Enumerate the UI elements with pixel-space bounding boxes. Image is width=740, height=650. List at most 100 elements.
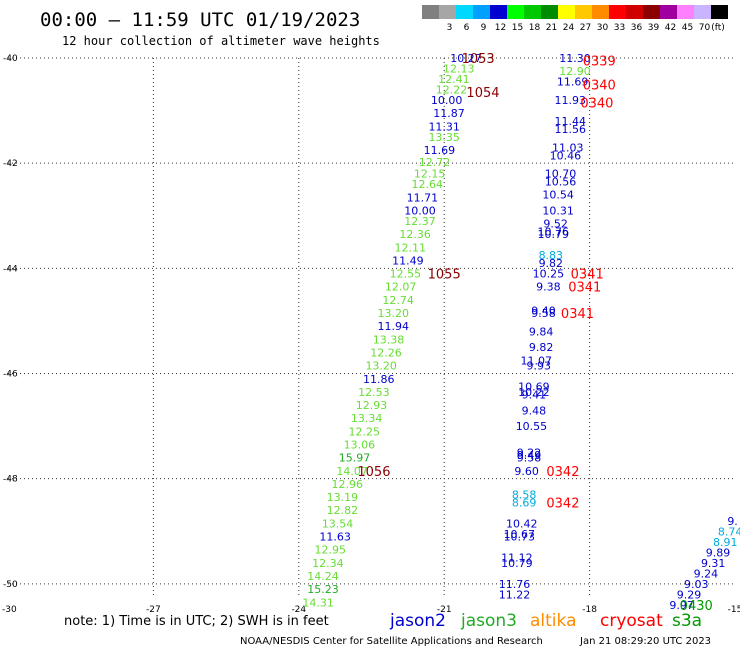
- wave-height-value: 12.25: [348, 425, 380, 438]
- wave-height-value: 11.69: [424, 144, 456, 157]
- pass-time-label: 0339: [583, 55, 616, 70]
- wave-height-value: 9.38: [536, 281, 561, 294]
- wave-height-value: 12.96: [332, 478, 364, 491]
- wave-height-value: 10.76: [538, 226, 570, 239]
- legend-swatch: [575, 5, 592, 19]
- legend-swatch: [490, 5, 507, 19]
- legend-bin-label: 27: [580, 23, 591, 33]
- legend-swatch: [473, 5, 490, 19]
- pass-time-label: 0341: [568, 281, 601, 296]
- pass-time-label: 0340: [583, 78, 616, 93]
- credit-text: NOAA/NESDIS Center for Satellite Applica…: [240, 636, 543, 647]
- legend-unit-label: (ft): [711, 23, 725, 33]
- legend-bin-label: 45: [682, 23, 693, 33]
- longitude-tick-labels: -27 -24 -21 -18 -15 -30: [2, 605, 740, 615]
- wave-height-value: 9.58: [517, 452, 542, 465]
- generated-timestamp: Jan 21 08:29:20 UTC 2023: [579, 636, 711, 647]
- pass-time-label: 1054: [466, 86, 499, 101]
- legend-bin-label: 6: [464, 23, 470, 33]
- wave-height-value: 11.76: [499, 578, 531, 591]
- wave-height-value: 11.63: [319, 531, 351, 544]
- wave-height-value: 12.53: [358, 386, 390, 399]
- pass-time-label: 0342: [546, 465, 579, 480]
- lat-tick-label: -46: [3, 370, 18, 380]
- legend-bin-label: 39: [648, 23, 660, 33]
- wave-height-value: 14.31: [302, 596, 334, 609]
- legend-bin-label: 30: [597, 23, 609, 33]
- wave-height-value: 10.25: [533, 268, 565, 281]
- wave-height-value: 10.67: [504, 528, 536, 541]
- wave-height-value: 12.90: [559, 65, 591, 78]
- wave-height-value: 8.69: [512, 496, 537, 509]
- legend-swatch: [524, 5, 541, 19]
- wave-height-value: 13.54: [322, 517, 354, 530]
- legend-swatch: [694, 5, 711, 19]
- wave-height-value: 10.00: [431, 94, 463, 107]
- wave-height-value: 11.86: [363, 373, 395, 386]
- lon-tick-label: -18: [582, 605, 597, 615]
- lon-tick-label: -24: [291, 605, 306, 615]
- wave-height-value: 9.22: [517, 446, 542, 459]
- wave-height-value: 15.97: [339, 452, 371, 465]
- wave-height-value: 10.79: [501, 557, 533, 570]
- lon-tick-label: -21: [437, 605, 452, 615]
- wave-height-value: 9.82: [539, 257, 564, 270]
- legend-swatch: [439, 5, 456, 19]
- wave-height-value: 11.71: [407, 191, 439, 204]
- wave-height-value: 9.41: [522, 389, 547, 402]
- wave-height-value: 14.07: [336, 465, 368, 478]
- wave-height-value: 8.83: [539, 249, 564, 262]
- legend-swatch: [592, 5, 609, 19]
- lat-tick-label: -44: [3, 264, 18, 274]
- wave-height-value: 12.95: [315, 544, 347, 557]
- wave-height-value: 9.49: [517, 449, 542, 462]
- legend-bin-label: 9: [481, 23, 487, 33]
- wave-height-value: 10.22: [518, 386, 550, 399]
- legend-bin-label: 12: [495, 23, 506, 33]
- wave-height-value: 10.31: [542, 204, 574, 217]
- legend-bin-label: 36: [631, 23, 643, 33]
- legend-swatch: [541, 5, 558, 19]
- wave-height-value: 10.27: [450, 52, 482, 65]
- wave-height-value: 9.84: [529, 325, 554, 338]
- wave-height-value: 10.79: [538, 228, 570, 241]
- wave-height-value: 11.12: [501, 552, 533, 565]
- map-title: 00:00 – 11:59 UTC 01/19/2023: [40, 9, 360, 31]
- wave-height-value: 12.15: [414, 168, 446, 181]
- wave-height-value: 13.19: [327, 491, 359, 504]
- wave-height-value: 12.41: [438, 73, 470, 86]
- pass-time-label: 1053: [462, 52, 495, 67]
- wave-height-value: 13.20: [378, 307, 410, 320]
- wave-height-value: 12.07: [385, 281, 417, 294]
- wave-height-value: 9.58: [531, 307, 556, 320]
- wave-height-value: 12.74: [382, 294, 414, 307]
- wave-height-color-legend: 3 6 9 12 15 18 21 24 27 30 33 36 39 42 45 70 (ft): [422, 5, 728, 33]
- satellite-name-jason3: jason3: [460, 611, 517, 631]
- wave-height-value: 9.52: [543, 218, 568, 231]
- wave-height-value: 11.31: [428, 120, 460, 133]
- wave-height-value: 12.13: [443, 63, 475, 76]
- wave-height-value: 11.03: [552, 141, 584, 154]
- legend-bin-label: 21: [546, 23, 557, 33]
- wave-height-value: 12.34: [312, 557, 344, 570]
- legend-swatch: [711, 5, 728, 19]
- wave-height-value: 11.44: [554, 115, 586, 128]
- lat-lon-grid: [8, 57, 735, 597]
- wave-height-value: 10.46: [550, 149, 582, 162]
- wave-height-value: 8.58: [512, 488, 537, 501]
- pass-time-label: 0341: [561, 307, 594, 322]
- wave-height-value: 9.89: [706, 546, 731, 559]
- wave-height-value: 12.11: [395, 241, 427, 254]
- pass-time-label: 0340: [580, 97, 613, 112]
- lat-tick-label: -50: [3, 580, 18, 590]
- legend-bin-label: 3: [447, 23, 453, 33]
- wave-height-value: 9.24: [694, 567, 719, 580]
- wave-height-value: 11.87: [433, 107, 465, 120]
- wave-height-value: 9.60: [514, 465, 539, 478]
- satellite-name-altika: altika: [530, 611, 577, 631]
- wave-height-value: 12.64: [411, 178, 443, 191]
- wave-height-value: 9.97: [669, 599, 694, 612]
- map-subtitle: 12 hour collection of altimeter wave hei…: [62, 34, 380, 48]
- wave-height-value: 11.93: [554, 94, 586, 107]
- wave-height-value: 11.56: [554, 123, 586, 136]
